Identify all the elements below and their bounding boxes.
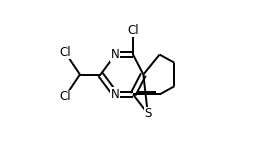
Text: Cl: Cl (59, 46, 71, 59)
Text: S: S (144, 107, 151, 120)
Text: Cl: Cl (127, 24, 139, 37)
Text: N: N (111, 48, 120, 61)
Text: N: N (111, 88, 120, 101)
Text: Cl: Cl (59, 90, 71, 103)
